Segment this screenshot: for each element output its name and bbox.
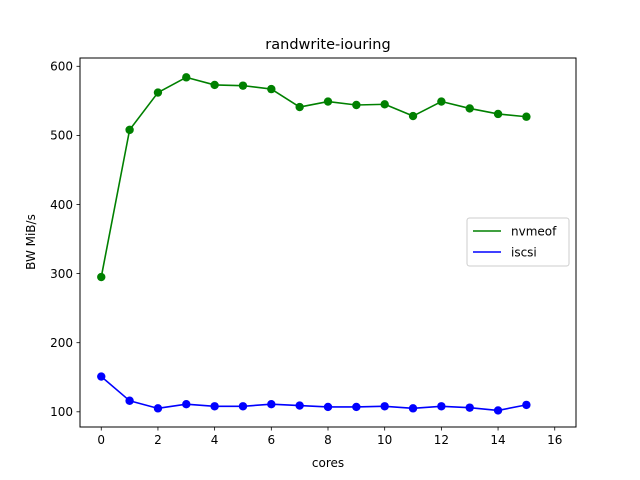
data-point-nvmeof [295, 102, 304, 112]
axes-frame [79, 57, 577, 428]
data-point-nvmeof [522, 112, 531, 121]
data-point-nvmeof [380, 100, 389, 109]
data-point-nvmeof [97, 272, 106, 282]
data-point-nvmeof [125, 125, 134, 135]
x-tick-label: 10 [377, 433, 392, 447]
data-point-iscsi [97, 372, 106, 381]
x-axis-label: cores [312, 456, 344, 470]
chart-title: randwrite-iouring [265, 37, 390, 53]
data-point-iscsi [522, 400, 531, 410]
data-point-nvmeof [408, 111, 418, 121]
data-point-nvmeof [352, 100, 361, 110]
data-point-nvmeof [182, 73, 191, 82]
x-tick-label: 2 [154, 433, 162, 447]
x-tick-label: 16 [547, 433, 562, 447]
legend-label-iscsi: iscsi [511, 245, 537, 259]
series-line-nvmeof [100, 76, 527, 278]
data-point-nvmeof [267, 84, 276, 94]
series-nvmeof [97, 73, 531, 282]
y-tick-label: 300 [50, 267, 73, 281]
series-iscsi [97, 372, 531, 415]
data-point-iscsi [465, 403, 474, 412]
data-point-iscsi [210, 402, 219, 411]
x-tick-label: 8 [324, 433, 332, 447]
legend-label-nvmeof: nvmeof [511, 224, 557, 238]
x-tick-label: 0 [97, 433, 105, 447]
series-line-iscsi [100, 375, 527, 412]
data-point-iscsi [125, 396, 134, 405]
y-tick-label: 500 [50, 129, 73, 143]
legend: nvmeof iscsi [466, 217, 570, 267]
data-point-nvmeof [493, 109, 503, 119]
y-tick-label: 200 [50, 336, 73, 350]
axes: 0 2 4 6 8 10 12 14 16 100 200 300 400 500 600 [50, 60, 562, 447]
data-point-nvmeof [465, 104, 474, 113]
data-point-iscsi [437, 402, 446, 411]
data-point-iscsi [408, 404, 418, 413]
data-point-iscsi [380, 402, 389, 411]
data-point-iscsi [238, 402, 248, 411]
data-point-nvmeof [323, 97, 333, 106]
y-axis-label: BW MiB/s [24, 214, 38, 270]
y-tick-label: 400 [50, 198, 73, 212]
data-point-iscsi [267, 399, 276, 409]
plot-series [97, 73, 531, 415]
x-tick-label: 4 [211, 433, 219, 447]
data-point-iscsi [352, 402, 361, 412]
data-point-nvmeof [153, 88, 163, 97]
x-tick-label: 14 [490, 433, 505, 447]
x-tick-label: 12 [434, 433, 449, 447]
data-point-nvmeof [238, 81, 248, 90]
x-tick-label: 6 [267, 433, 275, 447]
data-point-iscsi [295, 401, 304, 410]
data-point-nvmeof [210, 80, 219, 90]
y-tick-label: 600 [50, 60, 73, 74]
data-point-iscsi [323, 402, 333, 412]
data-point-iscsi [153, 404, 163, 413]
y-tick-label: 100 [50, 405, 73, 419]
data-point-iscsi [182, 399, 191, 409]
data-point-iscsi [493, 406, 503, 415]
data-point-nvmeof [437, 97, 446, 106]
legend-box [466, 217, 570, 267]
